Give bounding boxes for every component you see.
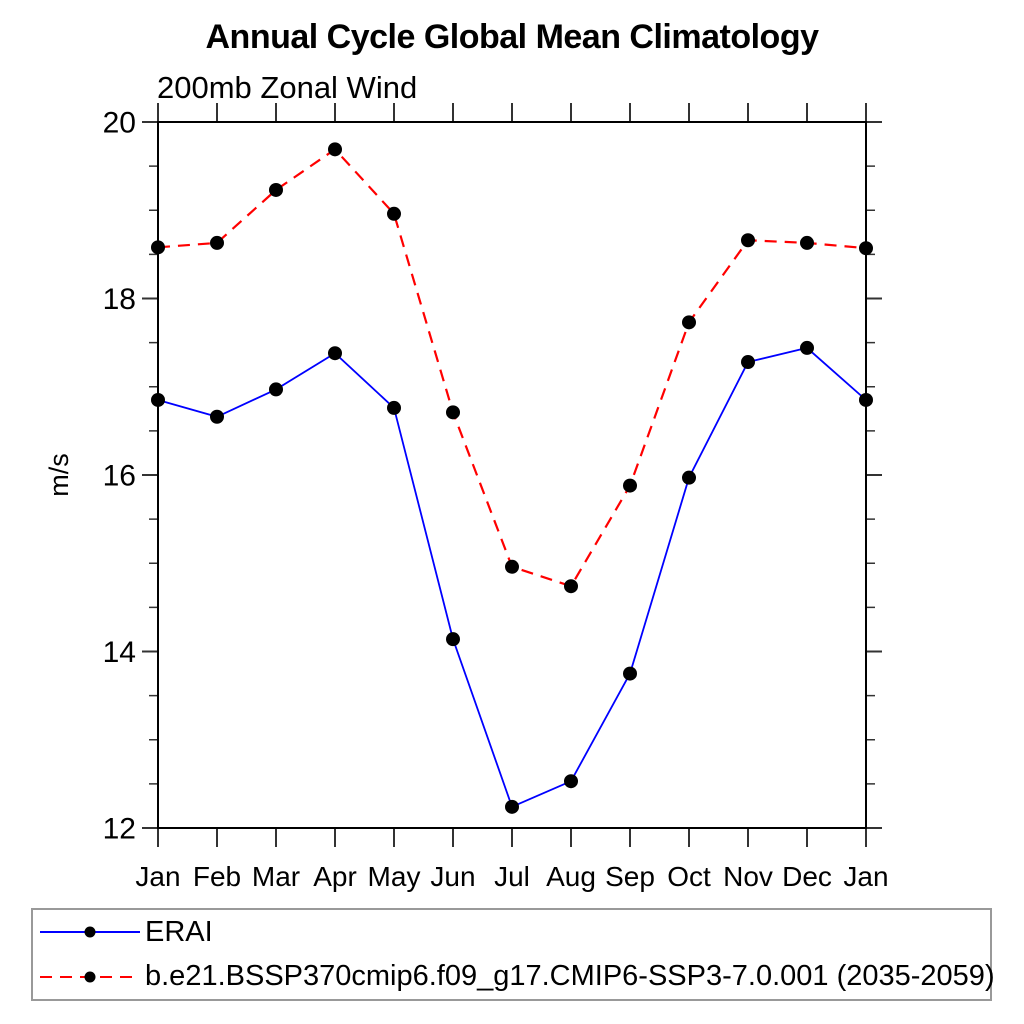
y-tick-label: 16 bbox=[103, 460, 136, 493]
x-tick-label: Mar bbox=[252, 861, 300, 892]
data-point-marker bbox=[328, 142, 342, 157]
data-point-marker bbox=[269, 382, 283, 397]
x-tick-label: Jan bbox=[843, 861, 888, 892]
data-point-marker bbox=[859, 241, 873, 256]
legend-item-model: b.e21.BSSP370cmip6.f09_g17.CMIP6-SSP3-7.… bbox=[33, 957, 995, 997]
legend-item-erai: ERAI bbox=[33, 912, 990, 952]
data-point-marker bbox=[151, 392, 165, 407]
y-tick-label: 18 bbox=[103, 283, 136, 316]
x-tick-label: Jun bbox=[430, 861, 475, 892]
x-tick-label: Nov bbox=[723, 861, 773, 892]
data-point-marker bbox=[564, 579, 578, 594]
x-tick-label: May bbox=[368, 861, 421, 892]
legend-swatch-solid-line-icon bbox=[40, 926, 140, 938]
y-tick-label: 20 bbox=[103, 107, 136, 140]
x-tick-label: Jul bbox=[494, 861, 530, 892]
data-point-marker bbox=[682, 315, 696, 330]
data-point-marker bbox=[151, 240, 165, 255]
x-tick-label: Sep bbox=[605, 861, 655, 892]
data-point-marker bbox=[741, 233, 755, 248]
legend-label-model: b.e21.BSSP370cmip6.f09_g17.CMIP6-SSP3-7.… bbox=[145, 960, 995, 993]
legend-swatch-dashed-line-icon bbox=[40, 971, 140, 983]
legend-marker-dot-icon bbox=[84, 926, 96, 938]
data-point-marker bbox=[859, 392, 873, 407]
y-axis-label: m/s bbox=[44, 453, 74, 497]
data-point-marker bbox=[387, 206, 401, 221]
series-line-0 bbox=[157, 346, 867, 809]
data-point-marker bbox=[800, 340, 814, 355]
x-tick-label: Apr bbox=[313, 861, 357, 892]
x-tick-label: Dec bbox=[782, 861, 832, 892]
series-line-1 bbox=[157, 147, 867, 588]
chart-subtitle: 200mb Zonal Wind bbox=[157, 70, 418, 105]
data-point-marker bbox=[269, 182, 283, 197]
plot-frame bbox=[157, 121, 867, 829]
data-point-marker bbox=[210, 409, 224, 424]
data-point-marker bbox=[741, 355, 755, 370]
plot-area: m/s Jan Feb Mar Apr May Jun Jul Aug Sep Oct Nov Dec J… bbox=[44, 103, 889, 892]
data-point-marker bbox=[682, 470, 696, 485]
data-point-marker bbox=[446, 405, 460, 420]
data-point-marker bbox=[328, 346, 342, 361]
data-point-marker bbox=[505, 559, 519, 574]
y-tick-label: 14 bbox=[103, 636, 136, 669]
data-point-marker bbox=[623, 478, 637, 493]
x-tick-label: Feb bbox=[193, 861, 241, 892]
data-point-marker bbox=[446, 632, 460, 647]
data-point-marker bbox=[564, 774, 578, 789]
x-tick-label: Oct bbox=[667, 861, 711, 892]
legend-label-erai: ERAI bbox=[145, 915, 213, 948]
data-point-marker bbox=[210, 235, 224, 250]
legend: ERAI b.e21.BSSP370cmip6.f09_g17.CMIP6-SS… bbox=[31, 908, 995, 1001]
legend-marker-dot-icon bbox=[84, 971, 96, 983]
data-point-marker bbox=[505, 799, 519, 814]
y-tick-label: 12 bbox=[103, 813, 136, 846]
data-point-marker bbox=[623, 666, 637, 681]
data-point-marker bbox=[387, 400, 401, 415]
data-point-marker bbox=[800, 235, 814, 250]
chart-title: Annual Cycle Global Mean Climatology bbox=[205, 18, 820, 56]
x-tick-label: Jan bbox=[135, 861, 180, 892]
x-tick-label: Aug bbox=[546, 861, 596, 892]
